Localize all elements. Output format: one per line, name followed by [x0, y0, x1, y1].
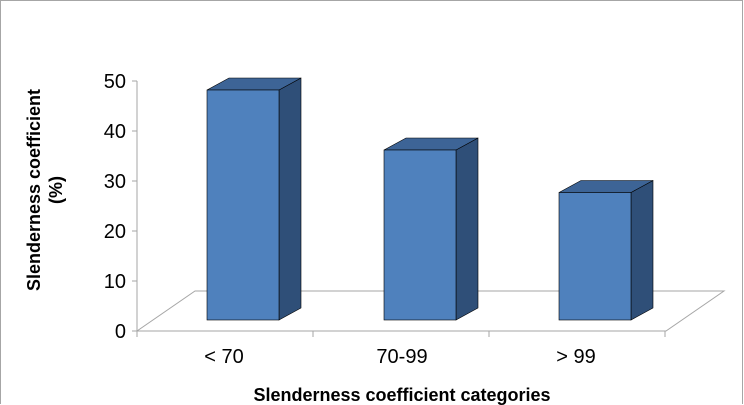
y-tick-label: 30 — [104, 171, 126, 193]
y-axis-title-line1: Slenderness coefficient — [24, 89, 44, 291]
y-tick-label: 0 — [115, 321, 126, 343]
bar — [558, 179, 654, 321]
y-tick-label: 20 — [104, 221, 126, 243]
axes — [132, 80, 666, 337]
bar-front-face — [383, 149, 457, 321]
x-tick-label: 70-99 — [376, 346, 427, 368]
x-tick-label: < 70 — [204, 346, 243, 368]
bar-side-face — [278, 77, 302, 321]
bar-side-face — [630, 179, 654, 321]
x-axis-title: Slenderness coefficient categories — [253, 385, 550, 405]
x-tick-label: > 99 — [556, 346, 595, 368]
bar — [206, 77, 302, 321]
y-axis-title-line2: (%) — [46, 176, 66, 204]
bar — [383, 137, 479, 321]
y-tick-label: 40 — [104, 121, 126, 143]
bar-side-face — [455, 137, 479, 321]
bar-front-face — [206, 89, 280, 321]
y-tick-label: 10 — [104, 271, 126, 293]
floor-outline — [135, 290, 726, 332]
bar-front-face — [558, 192, 632, 321]
bars — [206, 77, 654, 321]
y-tick-label: 50 — [104, 71, 126, 93]
tick-labels: 0 10 20 30 40 50 < 70 70-99 > 99 — [104, 71, 596, 368]
chart-floor — [135, 290, 726, 332]
